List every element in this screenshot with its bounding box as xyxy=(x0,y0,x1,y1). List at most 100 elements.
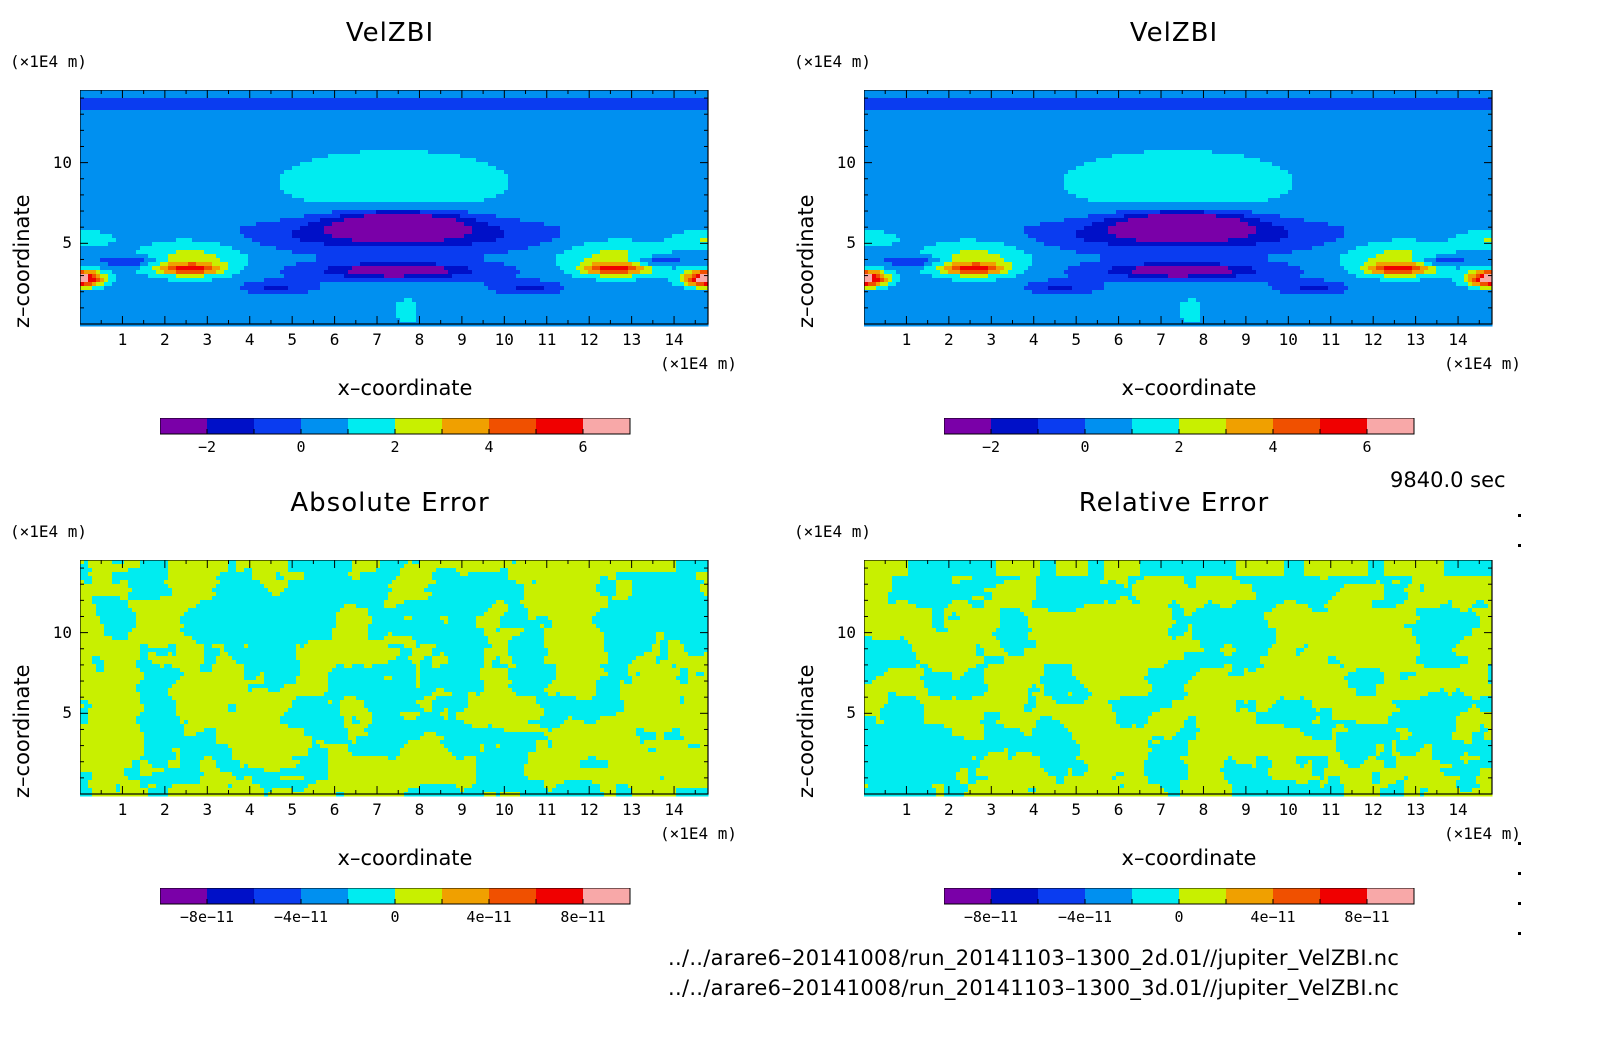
contour-cell xyxy=(264,118,269,123)
contour-cell xyxy=(164,142,169,147)
contour-cell xyxy=(524,154,529,159)
contour-cell xyxy=(252,122,257,127)
contour-cell xyxy=(652,194,657,199)
contour-cell xyxy=(428,98,433,103)
contour-cell xyxy=(388,194,393,199)
contour-cell xyxy=(336,106,341,111)
contour-cell xyxy=(644,198,649,203)
contour-cell xyxy=(688,162,693,167)
contour-cell xyxy=(340,190,345,195)
contour-cell xyxy=(520,150,525,155)
contour-cell xyxy=(240,126,245,131)
contour-cell xyxy=(676,98,681,103)
contour-cell xyxy=(268,130,273,135)
contour-cell xyxy=(196,162,201,167)
contour-cell xyxy=(568,202,573,207)
contour-cell xyxy=(528,202,533,207)
contour-cell xyxy=(500,134,505,139)
contour-cell xyxy=(376,214,381,219)
contour-cell xyxy=(116,210,121,215)
contour-cell xyxy=(172,190,177,195)
contour-cell xyxy=(272,202,277,207)
contour-cell xyxy=(96,166,101,171)
contour-cell xyxy=(616,138,621,143)
contour-cell xyxy=(476,118,481,123)
contour-cell xyxy=(284,150,289,155)
contour-cell xyxy=(664,178,669,183)
contour-cell xyxy=(84,178,89,183)
contour-cell xyxy=(480,166,485,171)
contour-cell xyxy=(344,98,349,103)
contour-cell xyxy=(704,118,709,123)
contour-cell xyxy=(244,114,249,119)
contour-cell xyxy=(124,182,129,187)
contour-cell xyxy=(340,122,345,127)
contour-cell xyxy=(228,166,233,171)
contour-cell xyxy=(192,202,197,207)
contour-cell xyxy=(696,98,701,103)
contour-cell xyxy=(604,162,609,167)
contour-cell xyxy=(460,134,465,139)
contour-cell xyxy=(556,138,561,143)
contour-cell xyxy=(576,106,581,111)
contour-cell xyxy=(348,186,353,191)
contour-cell xyxy=(396,210,401,215)
contour-cell xyxy=(620,154,625,159)
contour-cell xyxy=(240,154,245,159)
contour-cell xyxy=(184,126,189,131)
contour-cell xyxy=(512,178,517,183)
contour-cell xyxy=(352,150,357,155)
contour-cell xyxy=(300,194,305,199)
contour-cell xyxy=(152,102,157,107)
contour-cell xyxy=(500,130,505,135)
contour-cell xyxy=(132,94,137,99)
contour-cell xyxy=(272,114,277,119)
contour-cell xyxy=(144,150,149,155)
contour-cell xyxy=(580,118,585,123)
contour-cell xyxy=(644,206,649,211)
contour-cell xyxy=(584,206,589,211)
contour-cell xyxy=(496,186,501,191)
contour-cell xyxy=(628,194,633,199)
contour-cell xyxy=(244,214,249,219)
contour-cell xyxy=(208,118,213,123)
contour-cell xyxy=(620,194,625,199)
contour-cell xyxy=(348,146,353,151)
contour-cell xyxy=(592,198,597,203)
contour-cell xyxy=(684,94,689,99)
contour-cell xyxy=(628,106,633,111)
contour-cell xyxy=(696,166,701,171)
contour-cell xyxy=(196,198,201,203)
contour-cell xyxy=(544,154,549,159)
contour-cell xyxy=(552,98,557,103)
contour-cell xyxy=(92,202,97,207)
contour-cell xyxy=(624,178,629,183)
contour-cell xyxy=(92,106,97,111)
contour-cell xyxy=(664,122,669,127)
contour-cell xyxy=(548,110,553,115)
contour-cell xyxy=(700,206,705,211)
contour-cell xyxy=(392,134,397,139)
contour-cell xyxy=(564,170,569,175)
contour-cell xyxy=(608,182,613,187)
contour-cell xyxy=(152,98,157,103)
contour-cell xyxy=(508,210,513,215)
contour-cell xyxy=(492,166,497,171)
contour-cell xyxy=(360,178,365,183)
contour-cell xyxy=(696,146,701,151)
contour-cell xyxy=(308,174,313,179)
contour-cell xyxy=(184,186,189,191)
contour-cell xyxy=(512,206,517,211)
contour-cell xyxy=(676,138,681,143)
contour-cell xyxy=(308,162,313,167)
contour-cell xyxy=(140,178,145,183)
contour-cell xyxy=(184,202,189,207)
contour-cell xyxy=(292,214,297,219)
contour-cell xyxy=(104,102,109,107)
contour-cell xyxy=(452,106,457,111)
contour-cell xyxy=(236,162,241,167)
contour-cell xyxy=(548,126,553,131)
contour-cell xyxy=(560,194,565,199)
contour-cell xyxy=(420,150,425,155)
contour-cell xyxy=(240,182,245,187)
